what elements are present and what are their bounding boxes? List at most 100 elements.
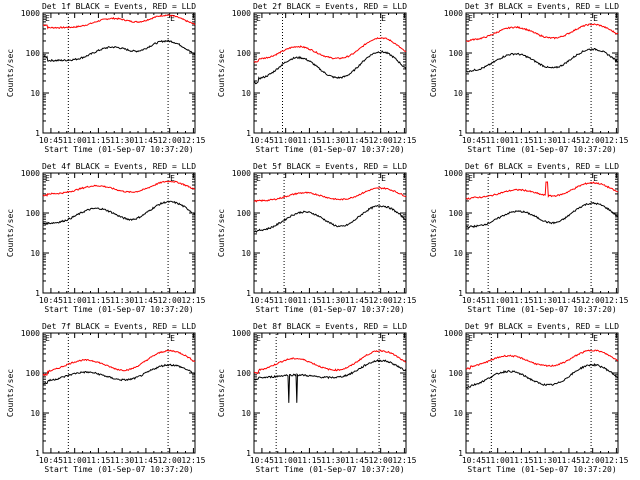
lld-series-line	[254, 349, 407, 375]
e-marker-label: E	[170, 334, 175, 343]
x-tick-label: 12:15	[604, 136, 628, 145]
x-tick-label: 10:45	[462, 456, 486, 465]
y-tick-label: 1	[35, 289, 40, 298]
e-marker-label: E	[593, 334, 598, 343]
panel-title: Det 9f BLACK = Events, RED = LLD	[465, 322, 619, 331]
y-tick-label: 1000	[232, 169, 251, 178]
y-tick-label: 1000	[444, 329, 463, 338]
x-tick-label: 11:30	[533, 136, 557, 145]
y-tick-label: 10	[453, 249, 463, 258]
panel-title: Det 3f BLACK = Events, RED = LLD	[465, 2, 619, 11]
lld-series-line	[42, 14, 196, 30]
x-tick-label: 10:45	[462, 136, 486, 145]
y-tick-label: 1000	[232, 9, 251, 18]
x-tick-label: 11:45	[557, 296, 581, 305]
chart-panel: Det 2f BLACK = Events, RED = LLD 1 10 100 10…	[217, 2, 417, 154]
y-tick-label: 1	[246, 449, 251, 458]
y-tick-label: 100	[237, 49, 252, 58]
events-series-line	[465, 201, 619, 229]
x-tick-label: 12:15	[181, 456, 205, 465]
x-axis-label: Start Time (01-Sep-07 10:37:20)	[255, 305, 404, 314]
x-tick-label: 12:00	[581, 136, 605, 145]
x-tick-label: 11:15	[297, 136, 321, 145]
panel-title: Det 4f BLACK = Events, RED = LLD	[42, 162, 196, 171]
x-tick-label: 11:15	[297, 296, 321, 305]
x-tick-label: 11:30	[321, 456, 345, 465]
chart-panel: Det 7f BLACK = Events, RED = LLD 1 10 100 10…	[6, 322, 206, 474]
y-axis-label: Counts/sec	[217, 49, 226, 97]
e-marker-label: E	[170, 174, 175, 183]
lld-series-line	[253, 186, 407, 203]
panel-title: Det 7f BLACK = Events, RED = LLD	[42, 322, 196, 331]
events-series-line	[253, 359, 407, 403]
x-tick-label: 11:45	[345, 296, 369, 305]
y-tick-label: 1000	[444, 169, 463, 178]
y-tick-label: 10	[241, 249, 251, 258]
events-series-line	[465, 48, 619, 73]
x-tick-label: 10:45	[250, 136, 274, 145]
y-tick-label: 10	[241, 409, 251, 418]
x-tick-label: 11:30	[321, 296, 345, 305]
x-tick-label: 11:00	[486, 136, 510, 145]
panel-title: Det 2f BLACK = Events, RED = LLD	[253, 2, 407, 11]
y-tick-label: 1000	[232, 329, 251, 338]
y-tick-label: 100	[26, 49, 41, 58]
y-axis-label: Counts/sec	[429, 369, 438, 417]
x-tick-label: 12:15	[392, 456, 416, 465]
x-tick-label: 11:00	[63, 136, 87, 145]
chart-panel: Det 4f BLACK = Events, RED = LLD 1 10 100 10…	[6, 162, 206, 314]
x-tick-label: 12:00	[158, 456, 182, 465]
x-tick-label: 11:30	[321, 136, 345, 145]
x-tick-label: 11:00	[486, 456, 510, 465]
x-tick-label: 12:15	[604, 296, 628, 305]
plot-frame	[42, 172, 196, 294]
x-tick-label: 12:15	[181, 136, 205, 145]
x-tick-label: 10:45	[39, 136, 63, 145]
plot-frame	[42, 12, 196, 134]
y-axis-label: Counts/sec	[6, 49, 15, 97]
e-marker-label: E	[593, 174, 598, 183]
y-tick-label: 1	[246, 289, 251, 298]
x-tick-label: 11:00	[274, 136, 298, 145]
y-tick-label: 10	[241, 89, 251, 98]
e-marker-label: E	[45, 334, 50, 343]
plot-frame	[465, 172, 619, 294]
events-series-line	[42, 363, 196, 385]
events-series-line	[253, 50, 407, 85]
panel-title: Det 1f BLACK = Events, RED = LLD	[42, 2, 196, 11]
x-axis-label: Start Time (01-Sep-07 10:37:20)	[44, 305, 193, 314]
lld-series-line	[42, 349, 196, 377]
panel-title: Det 5f BLACK = Events, RED = LLD	[253, 162, 407, 171]
x-axis-label: Start Time (01-Sep-07 10:37:20)	[467, 305, 616, 314]
y-tick-label: 100	[237, 369, 252, 378]
x-tick-label: 12:00	[581, 296, 605, 305]
x-tick-label: 11:15	[509, 456, 533, 465]
chart-panel: Det 8f BLACK = Events, RED = LLD 1 10 100 10…	[217, 322, 417, 474]
x-tick-label: 12:00	[369, 456, 393, 465]
x-tick-label: 11:30	[110, 456, 134, 465]
panel-title: Det 6f BLACK = Events, RED = LLD	[465, 162, 619, 171]
y-axis-label: Counts/sec	[6, 209, 15, 257]
x-tick-label: 11:45	[345, 136, 369, 145]
x-tick-label: 11:45	[345, 456, 369, 465]
y-tick-label: 100	[26, 369, 41, 378]
panel-title: Det 8f BLACK = Events, RED = LLD	[253, 322, 407, 331]
y-axis-label: Counts/sec	[429, 49, 438, 97]
x-tick-label: 10:45	[462, 296, 486, 305]
x-tick-label: 11:00	[486, 296, 510, 305]
x-tick-label: 12:00	[158, 136, 182, 145]
e-marker-label: E	[170, 14, 175, 23]
y-tick-label: 10	[30, 409, 40, 418]
y-tick-label: 100	[449, 369, 464, 378]
y-axis-label: Counts/sec	[217, 369, 226, 417]
x-axis-label: Start Time (01-Sep-07 10:37:20)	[44, 145, 193, 154]
x-tick-label: 11:45	[134, 456, 158, 465]
plot-frame	[253, 332, 407, 454]
y-tick-label: 1	[458, 129, 463, 138]
x-tick-label: 11:15	[86, 136, 110, 145]
plot-frame	[42, 332, 196, 454]
e-marker-label: E	[593, 14, 598, 23]
e-marker-label: E	[256, 14, 261, 23]
x-tick-label: 11:15	[297, 456, 321, 465]
